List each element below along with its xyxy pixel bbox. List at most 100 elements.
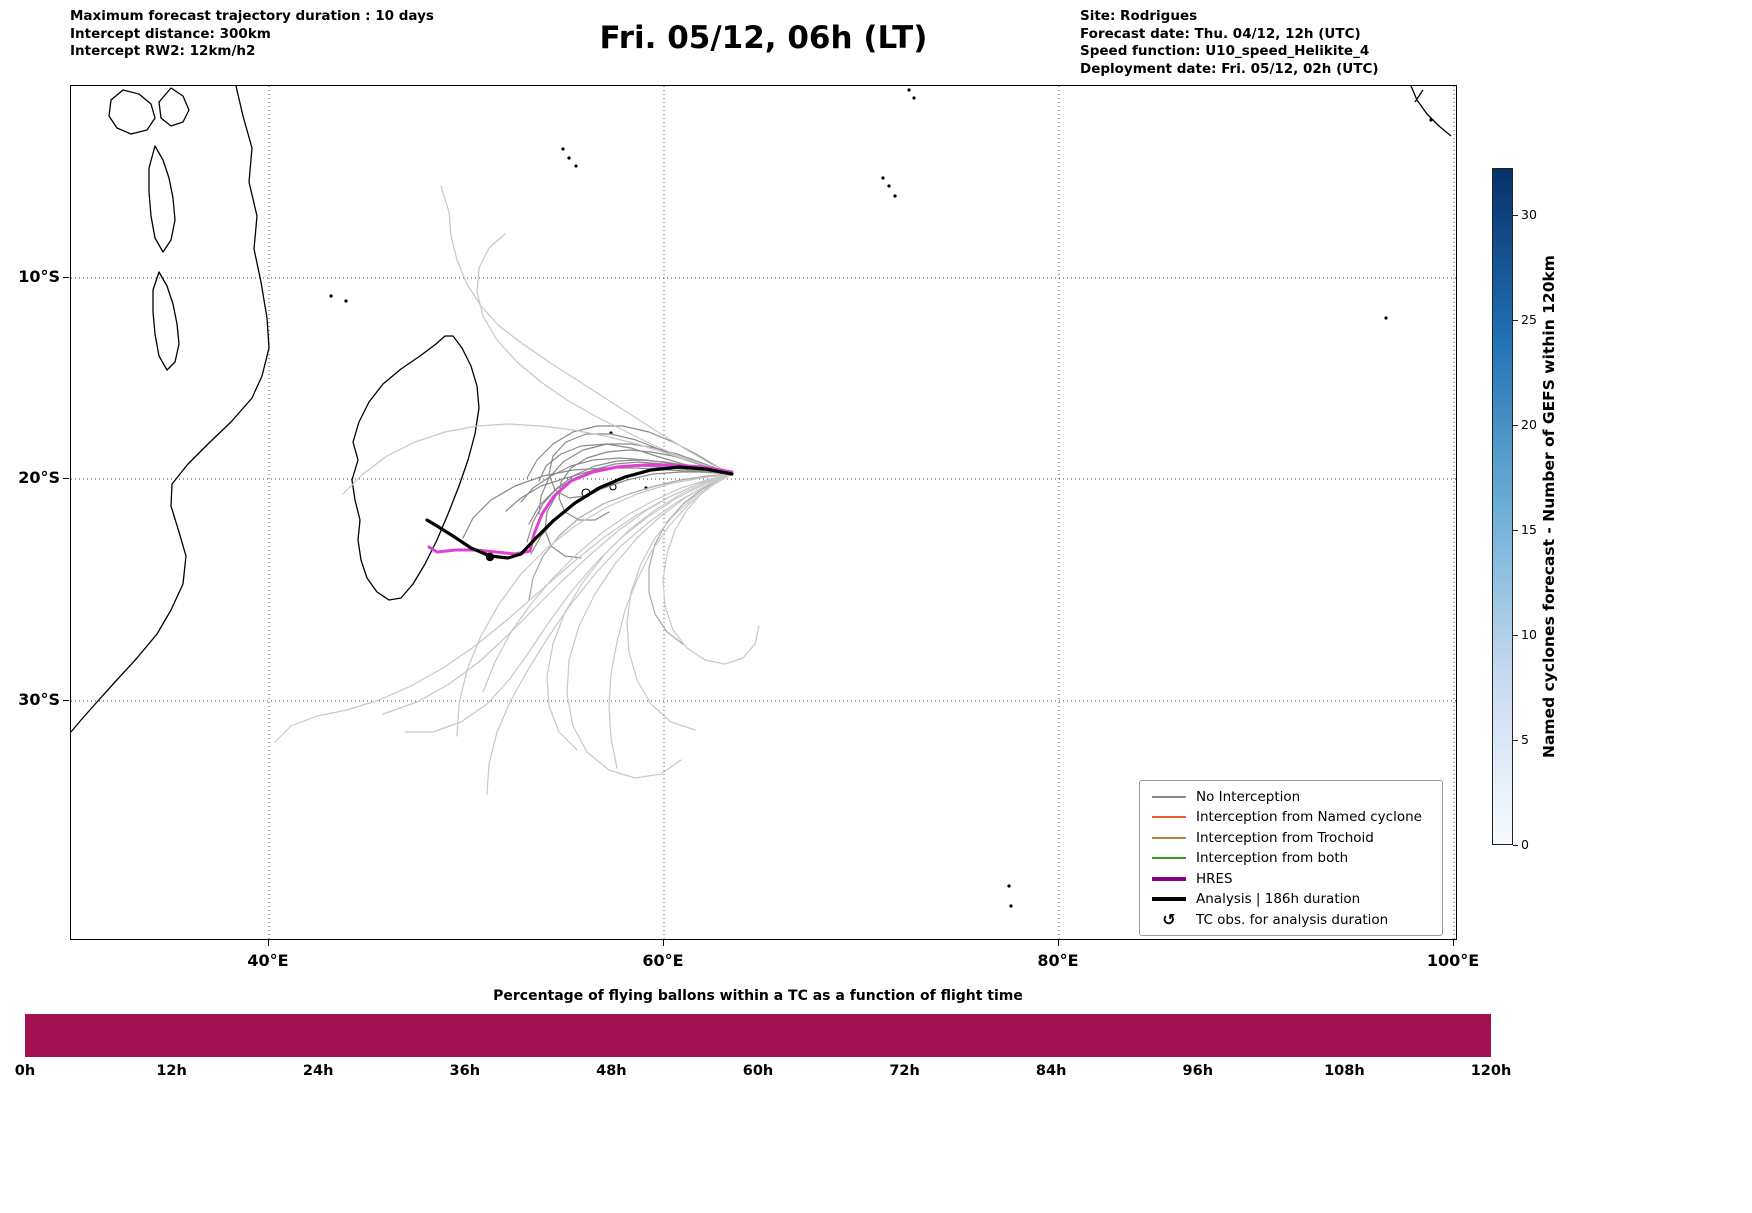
legend-item-hres: HRES [1148,870,1434,887]
x-tick-label-60e: 60°E [642,951,684,970]
balloon-trajectory [404,473,733,733]
balloon-trajectory [608,473,733,769]
colorbar-tick [1513,635,1518,637]
balloon-trajectory [342,423,733,495]
x-tick-label-100e: 100°E [1426,951,1480,970]
y-tick-label-30s: 30°S [18,690,60,709]
flight-time-label: 24h [302,1063,334,1079]
balloon-trajectory [486,473,733,795]
intercept-rw2-text: Intercept RW2: 12km/h2 [70,43,256,59]
legend-item-analysis: Analysis | 186h duration [1148,891,1434,908]
island-marker [907,88,911,92]
balloon-trajectory [274,473,733,743]
balloon-trajectory [648,473,733,645]
y-axis-tick [63,700,69,702]
flight-time-label: 72h [889,1063,920,1079]
x-axis-tick [1058,940,1060,946]
legend-item-tc-obs: ↺ TC obs. for analysis duration [1148,911,1434,928]
coastline-lake-tanganyika [148,145,176,253]
flight-time-label: 36h [449,1063,481,1079]
y-axis-tick [63,277,69,279]
balloon-trajectory [566,473,733,779]
balloon-bar-title: Percentage of flying ballons within a TC… [493,988,1023,1004]
purple-line-swatch [1148,876,1190,881]
island-marker [1007,884,1011,888]
x-axis-tick [663,940,665,946]
island-marker [1384,316,1388,320]
max-duration-text: Maximum forecast trajectory duration : 1… [70,8,434,24]
legend-item-no-interception: No Interception [1148,788,1434,805]
y-tick-label-10s: 10°S [18,267,60,286]
x-tick-label-80e: 80°E [1037,951,1079,970]
orange-line-swatch [1148,816,1190,818]
island-marker [329,294,333,298]
gefs-colorbar [1492,168,1513,845]
site-text: Site: Rodrigues [1080,8,1198,24]
legend-item-both: Interception from both [1148,850,1434,867]
intercept-distance-text: Intercept distance: 300km [70,25,271,42]
flight-time-label: 108h [1324,1063,1365,1079]
island-marker [344,299,348,303]
island-marker [1009,904,1013,908]
speed-function-text: Speed function: U10_speed_Helikite_4 [1080,43,1370,59]
flight-time-label: 0h [14,1063,36,1079]
flight-time-label: 60h [742,1063,774,1079]
flight-time-label: 84h [1035,1063,1067,1079]
balloon-trajectory [546,473,733,751]
trajectory-map: No Interception Interception from Named … [70,85,1458,941]
olive-line-swatch [1148,836,1190,839]
colorbar-tick-label: 20 [1521,417,1537,432]
deployment-date-text: Deployment date: Fri. 05/12, 02h (UTC) [1080,60,1379,77]
coastline-madagascar [351,335,480,601]
island-marker [574,164,578,168]
island-marker [561,147,565,151]
colorbar-tick [1513,530,1518,532]
colorbar-tick-label: 5 [1521,732,1529,747]
balloon-trajectory [456,473,733,737]
coastline-lake-victoria [108,89,156,135]
island-marker [887,184,891,188]
island-marker [893,194,897,198]
coastline-sumatra-islet [1414,89,1424,103]
flight-time-label: 96h [1182,1063,1214,1079]
balloon-trajectory [440,185,733,475]
colorbar-tick [1513,425,1518,427]
coastline-lake-north [158,87,190,127]
colorbar-tick [1513,215,1518,217]
colorbar-tick-label: 15 [1521,522,1537,537]
colorbar-tick [1513,320,1518,322]
flight-time-label: 12h [156,1063,187,1079]
colorbar-tick-label: 25 [1521,312,1537,327]
coastline-africa-east-coast [71,86,270,733]
y-tick-label-20s: 20°S [18,468,60,487]
colorbar-tick [1513,845,1518,847]
colorbar-tick [1513,740,1518,742]
colorbar-tick-label: 10 [1521,627,1537,642]
rotate-arrow-icon: ↺ [1162,909,1176,929]
tc-position-dot [485,552,495,562]
island-marker [567,156,571,160]
balloon-trajectory [526,425,733,479]
flight-time-label: 120h [1470,1063,1512,1079]
balloon-trajectory [476,233,733,475]
page-title: Fri. 05/12, 06h (LT) [599,20,928,56]
black-line-swatch [1148,897,1190,901]
balloon-trajectory [462,467,733,539]
y-axis-tick [63,478,69,480]
coastline-lake-malawi [152,271,180,371]
hres-track [427,463,734,556]
x-axis-tick [1453,940,1455,946]
colorbar-tick-label: 30 [1521,207,1537,222]
balloon-trajectory [528,473,733,601]
site-info-block: Site: Rodrigues Forecast date: Thu. 04/1… [1080,8,1379,78]
x-axis-tick [268,940,270,946]
analysis-track [425,465,734,560]
flight-time-label: 48h [596,1063,627,1079]
map-legend: No Interception Interception from Named … [1139,780,1443,936]
map-canvas [71,86,1458,941]
legend-item-trochoid: Interception from Trochoid [1148,829,1434,846]
island-marker [1429,118,1433,122]
balloon-percentage-bar [25,1014,1491,1057]
balloon-trajectory [538,443,733,515]
